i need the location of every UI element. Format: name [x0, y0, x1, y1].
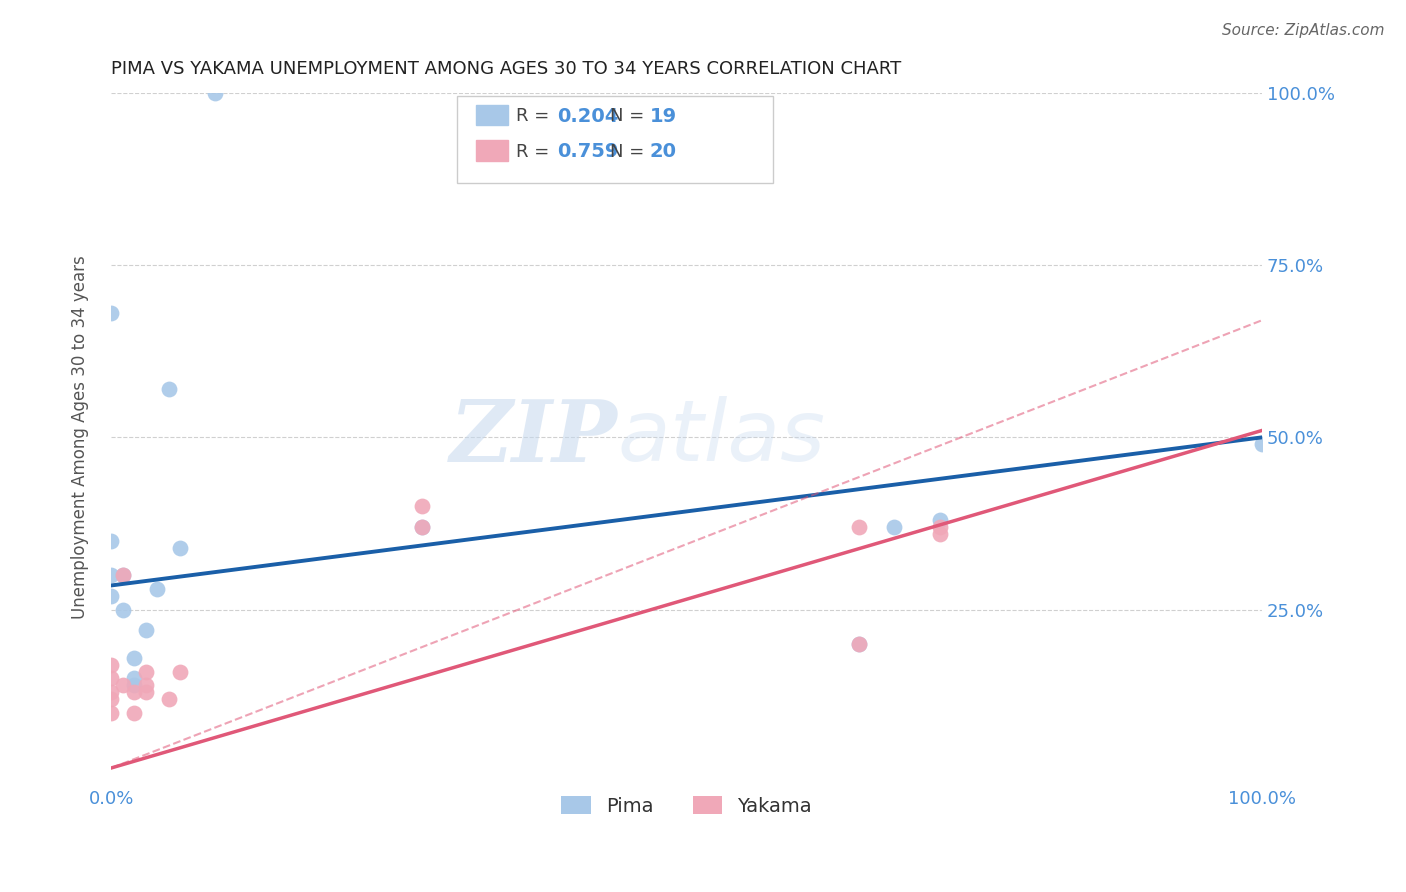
Point: [1251, 437, 1274, 451]
Text: 19: 19: [650, 107, 678, 126]
Point: [100, 589, 122, 603]
Text: N =: N =: [610, 107, 650, 126]
Text: R =: R =: [516, 107, 555, 126]
Legend: Pima, Yakama: Pima, Yakama: [554, 789, 820, 823]
Point: [124, 706, 146, 720]
Text: 0.204: 0.204: [557, 107, 619, 126]
Point: [135, 678, 157, 692]
Point: [411, 520, 433, 534]
Point: [100, 672, 122, 686]
Text: atlas: atlas: [617, 396, 825, 479]
Point: [135, 685, 157, 699]
Point: [848, 637, 870, 651]
Point: [100, 306, 122, 320]
Point: [883, 520, 905, 534]
Point: [928, 513, 950, 527]
Point: [111, 678, 134, 692]
Point: [124, 685, 146, 699]
Point: [124, 672, 146, 686]
Point: [100, 706, 122, 720]
FancyBboxPatch shape: [457, 96, 773, 183]
Point: [146, 582, 169, 596]
Point: [100, 568, 122, 582]
Point: [111, 568, 134, 582]
Text: Source: ZipAtlas.com: Source: ZipAtlas.com: [1222, 23, 1385, 38]
Point: [848, 637, 870, 651]
Point: [848, 520, 870, 534]
Point: [157, 692, 180, 706]
Point: [411, 500, 433, 514]
Point: [111, 602, 134, 616]
Text: N =: N =: [610, 143, 650, 161]
FancyBboxPatch shape: [477, 140, 509, 161]
Point: [124, 650, 146, 665]
Y-axis label: Unemployment Among Ages 30 to 34 years: Unemployment Among Ages 30 to 34 years: [72, 255, 89, 619]
Point: [100, 657, 122, 672]
Text: R =: R =: [516, 143, 555, 161]
Point: [100, 692, 122, 706]
Point: [100, 685, 122, 699]
Point: [124, 678, 146, 692]
Point: [100, 533, 122, 548]
Point: [169, 541, 191, 555]
Point: [135, 665, 157, 679]
FancyBboxPatch shape: [477, 104, 509, 126]
Text: 20: 20: [650, 142, 676, 161]
Point: [928, 526, 950, 541]
Text: PIMA VS YAKAMA UNEMPLOYMENT AMONG AGES 30 TO 34 YEARS CORRELATION CHART: PIMA VS YAKAMA UNEMPLOYMENT AMONG AGES 3…: [111, 60, 901, 78]
Point: [928, 520, 950, 534]
Point: [135, 623, 157, 637]
Point: [157, 382, 180, 396]
Point: [169, 665, 191, 679]
Text: ZIP: ZIP: [450, 396, 617, 479]
Point: [111, 568, 134, 582]
Text: 0.759: 0.759: [557, 142, 619, 161]
Point: [411, 520, 433, 534]
Point: [204, 86, 226, 100]
